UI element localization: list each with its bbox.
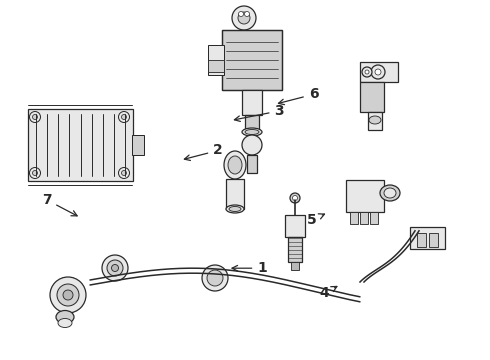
Ellipse shape: [228, 156, 242, 174]
Ellipse shape: [380, 185, 400, 201]
Circle shape: [119, 112, 129, 122]
Bar: [360, 82, 384, 112]
Bar: [226, 179, 244, 209]
Circle shape: [57, 284, 79, 306]
Bar: [291, 262, 299, 270]
Ellipse shape: [229, 207, 241, 212]
Text: 5: 5: [307, 213, 324, 226]
Ellipse shape: [245, 130, 259, 135]
Bar: [370, 212, 378, 224]
Bar: [410, 227, 445, 249]
Circle shape: [375, 69, 381, 75]
Bar: [245, 115, 259, 130]
Circle shape: [207, 270, 223, 286]
Circle shape: [32, 171, 38, 176]
Text: 1: 1: [232, 261, 267, 275]
Ellipse shape: [242, 128, 262, 136]
Bar: [242, 90, 262, 115]
Bar: [360, 62, 398, 82]
Bar: [208, 60, 224, 72]
Bar: [346, 180, 384, 212]
Ellipse shape: [226, 205, 244, 213]
Bar: [417, 233, 426, 247]
Circle shape: [122, 171, 126, 176]
Bar: [247, 155, 257, 173]
Circle shape: [29, 112, 41, 122]
Circle shape: [107, 260, 123, 276]
Circle shape: [238, 12, 250, 24]
Ellipse shape: [384, 188, 396, 198]
Circle shape: [371, 65, 385, 79]
Circle shape: [232, 6, 256, 30]
Circle shape: [119, 167, 129, 179]
Circle shape: [365, 70, 369, 74]
Text: 7: 7: [42, 193, 77, 216]
Circle shape: [50, 277, 86, 313]
Circle shape: [202, 265, 228, 291]
Ellipse shape: [369, 116, 381, 124]
Bar: [132, 135, 144, 155]
Bar: [222, 30, 282, 90]
Circle shape: [245, 12, 249, 17]
Circle shape: [122, 114, 126, 120]
Circle shape: [32, 114, 38, 120]
Circle shape: [239, 12, 244, 17]
Bar: [222, 30, 282, 90]
Text: 3: 3: [234, 104, 284, 121]
Bar: [208, 45, 224, 75]
Circle shape: [290, 193, 300, 203]
Bar: [368, 112, 382, 130]
Circle shape: [63, 290, 73, 300]
Circle shape: [293, 195, 297, 201]
Circle shape: [362, 67, 372, 77]
Bar: [429, 233, 438, 247]
Text: 4: 4: [319, 287, 337, 300]
Circle shape: [29, 167, 41, 179]
Circle shape: [102, 255, 128, 281]
Text: 2: 2: [184, 144, 223, 161]
Text: 6: 6: [278, 87, 318, 105]
Circle shape: [112, 265, 119, 271]
Bar: [285, 215, 305, 237]
Circle shape: [242, 135, 262, 155]
Ellipse shape: [56, 310, 74, 324]
Bar: [288, 237, 302, 262]
Bar: [360, 212, 368, 224]
Ellipse shape: [58, 319, 72, 328]
Ellipse shape: [224, 151, 246, 179]
Bar: [28, 109, 133, 181]
Bar: [350, 212, 358, 224]
